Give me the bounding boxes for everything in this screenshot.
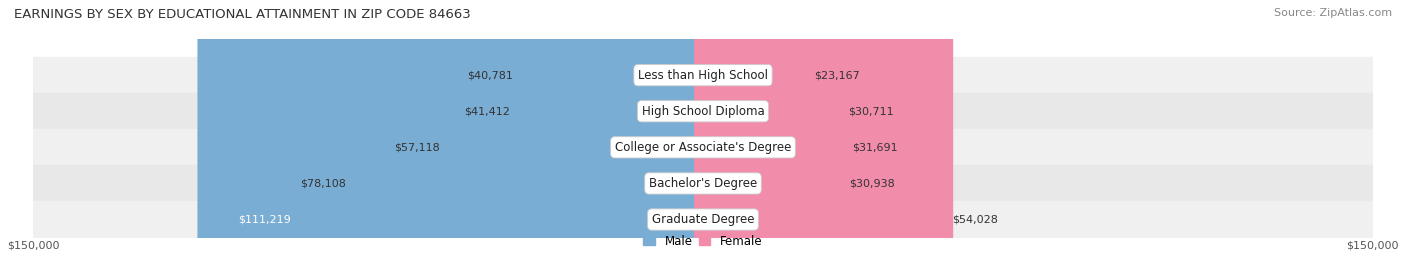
Bar [34, 165, 1372, 202]
Text: $30,938: $30,938 [849, 178, 896, 188]
Text: $57,118: $57,118 [394, 142, 440, 152]
FancyBboxPatch shape [695, 0, 849, 268]
Text: $78,108: $78,108 [301, 178, 346, 188]
Text: $54,028: $54,028 [952, 214, 998, 225]
Text: Graduate Degree: Graduate Degree [652, 213, 754, 226]
Text: $23,167: $23,167 [814, 70, 860, 80]
FancyBboxPatch shape [197, 0, 711, 268]
Text: Bachelor's Degree: Bachelor's Degree [650, 177, 756, 190]
Text: $30,711: $30,711 [848, 106, 894, 116]
Bar [34, 129, 1372, 165]
Bar [34, 202, 1372, 237]
Bar [34, 93, 1372, 129]
Text: EARNINGS BY SEX BY EDUCATIONAL ATTAINMENT IN ZIP CODE 84663: EARNINGS BY SEX BY EDUCATIONAL ATTAINMEN… [14, 8, 471, 21]
Text: Source: ZipAtlas.com: Source: ZipAtlas.com [1274, 8, 1392, 18]
Bar [34, 57, 1372, 93]
Legend: Male, Female: Male, Female [644, 234, 762, 248]
Text: College or Associate's Degree: College or Associate's Degree [614, 141, 792, 154]
FancyBboxPatch shape [695, 0, 851, 268]
Text: $111,219: $111,219 [239, 214, 291, 225]
FancyBboxPatch shape [695, 0, 853, 268]
Text: $41,412: $41,412 [464, 106, 510, 116]
FancyBboxPatch shape [695, 0, 953, 268]
FancyBboxPatch shape [346, 0, 711, 268]
Text: $40,781: $40,781 [467, 70, 513, 80]
FancyBboxPatch shape [439, 0, 711, 268]
FancyBboxPatch shape [695, 0, 815, 268]
Text: High School Diploma: High School Diploma [641, 105, 765, 118]
FancyBboxPatch shape [509, 0, 711, 268]
FancyBboxPatch shape [512, 0, 711, 268]
Text: Less than High School: Less than High School [638, 69, 768, 82]
Text: $31,691: $31,691 [852, 142, 898, 152]
